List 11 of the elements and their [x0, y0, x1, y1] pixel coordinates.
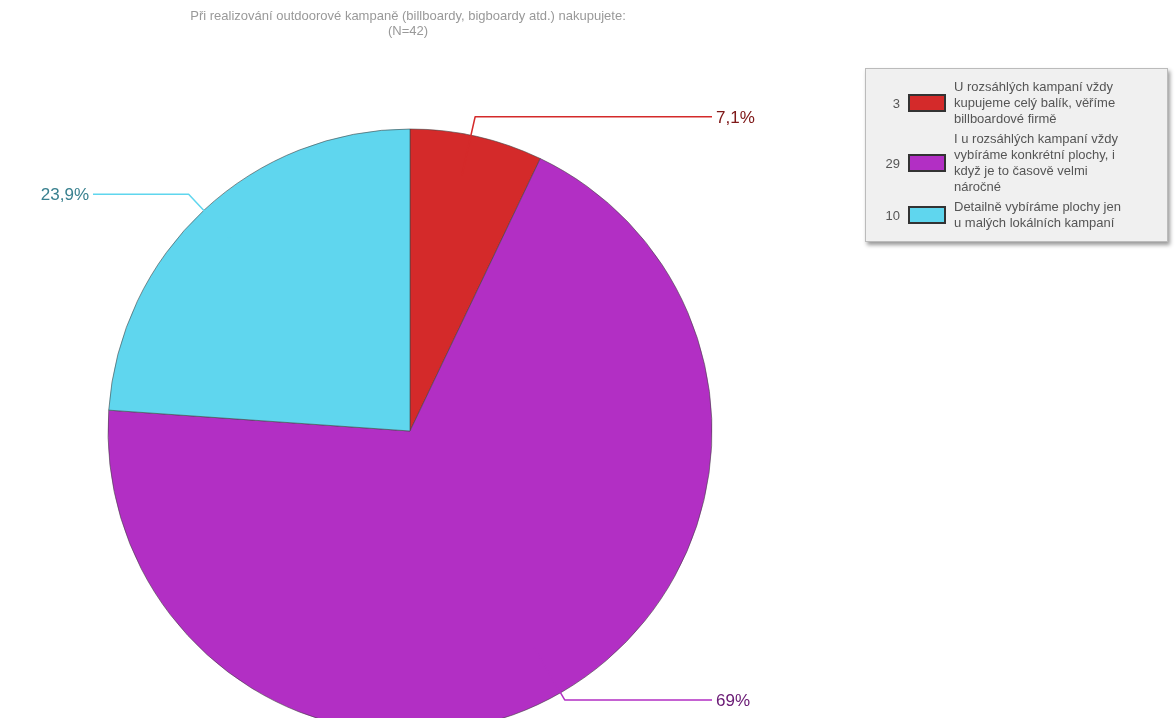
text: 3 — [891, 95, 900, 111]
legend-label: U rozsáhlých kampaní vždy kupujeme celý balík, věříme billboardové firmě — [954, 79, 1117, 127]
data-label: 23,9% — [40, 185, 89, 205]
legend-label: I u rozsáhlých kampaní vždy vybíráme konkrétní plochy, i když je to časově velmi náročné — [954, 131, 1120, 195]
text: 10 — [884, 207, 900, 223]
legend-label: Detailně vybíráme plochy jen u malých lokálních kampaní — [954, 199, 1122, 231]
data-label: 69% — [716, 690, 751, 710]
chart-title: Při realizování outdoorové kampaně (billboardy, bigboardy atd.) nakupujete: — [189, 8, 627, 23]
text: 29 — [884, 155, 900, 171]
data-label: 7,1% — [716, 107, 755, 127]
chart-subtitle: (N=42) — [386, 23, 430, 38]
